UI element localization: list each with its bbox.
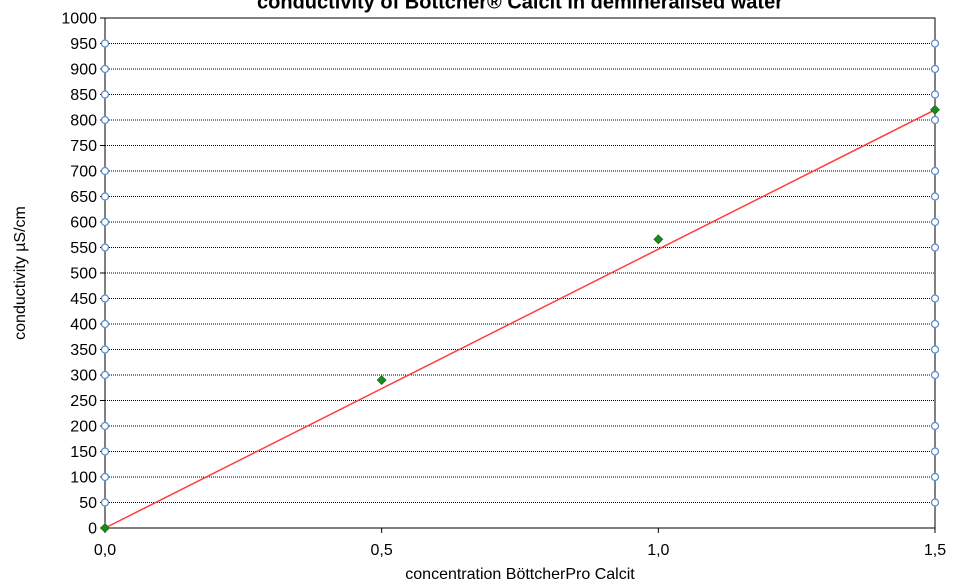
- edge-marker: [100, 192, 110, 201]
- edge-marker: [100, 166, 110, 176]
- grid-layer: [105, 43, 935, 503]
- edge-marker: [930, 498, 940, 507]
- y-tick-label: 350: [70, 342, 97, 359]
- edge-marker: [930, 192, 940, 201]
- y-tick-label: 50: [79, 495, 97, 512]
- edge-marker: [100, 345, 110, 354]
- y-tick-label: 450: [70, 291, 97, 308]
- data-point: [376, 375, 387, 386]
- edge-marker: [100, 421, 110, 431]
- y-tick-label: 750: [70, 138, 97, 155]
- x-tick-label: 0,0: [94, 542, 116, 559]
- trend-layer: [104, 109, 936, 529]
- edge-marker: [100, 294, 110, 303]
- edge-marker: [100, 115, 110, 125]
- edge-marker: [930, 90, 940, 99]
- y-tick-label: 250: [70, 393, 97, 410]
- y-tick-label: 300: [70, 368, 97, 385]
- edge-marker: [930, 217, 940, 227]
- y-tick-label: 400: [70, 317, 97, 334]
- y-tick-label: 950: [70, 36, 97, 53]
- y-axis-label: conductivity µS/cm: [12, 206, 29, 340]
- edge-marker: [930, 345, 940, 354]
- chart-title: conductivity of Böttcher® Calcit in demi…: [257, 0, 783, 13]
- y-tick-label: 700: [70, 164, 97, 181]
- edge-marker: [930, 166, 940, 176]
- x-tick-label: 1,5: [924, 542, 946, 559]
- x-axis-label: concentration BöttcherPro Calcit: [405, 566, 635, 583]
- y-tick-label: 650: [70, 189, 97, 206]
- edge-marker: [930, 447, 940, 456]
- y-tick-label: 850: [70, 87, 97, 104]
- y-tick-label: 550: [70, 240, 97, 257]
- edge-marker: [930, 115, 940, 125]
- edge-marker: [100, 472, 110, 482]
- edge-marker: [100, 217, 110, 227]
- edge-marker: [100, 90, 110, 99]
- trendline: [104, 109, 936, 529]
- y-tick-label: 0: [88, 521, 97, 538]
- y-tick-label: 1000: [61, 11, 97, 28]
- edge-marker: [930, 319, 940, 329]
- edge-marker: [930, 243, 940, 252]
- edge-markers: [100, 39, 940, 507]
- edge-marker: [100, 370, 110, 380]
- data-points: [100, 104, 940, 533]
- y-tick-label: 150: [70, 444, 97, 461]
- y-tick-label: 200: [70, 419, 97, 436]
- y-tick-label: 900: [70, 62, 97, 79]
- x-tick-label: 0,5: [371, 542, 393, 559]
- edge-marker: [100, 39, 110, 48]
- edge-marker: [100, 243, 110, 252]
- edge-marker: [930, 472, 940, 482]
- edge-marker: [930, 370, 940, 380]
- y-tick-label: 800: [70, 113, 97, 130]
- data-point: [100, 523, 110, 533]
- edge-marker: [100, 447, 110, 456]
- data-point: [653, 234, 664, 245]
- x-tick-label: 1,0: [647, 542, 669, 559]
- edge-marker: [100, 64, 110, 74]
- edge-marker: [100, 319, 110, 329]
- ticks-layer: 0 50 100 150 200 250 300 350 400 450 500 550 600 650 7…: [61, 11, 946, 560]
- y-tick-label: 500: [70, 266, 97, 283]
- edge-marker: [930, 64, 940, 74]
- edge-marker: [930, 294, 940, 303]
- edge-marker: [930, 421, 940, 431]
- y-tick-label: 600: [70, 215, 97, 232]
- edge-marker: [930, 39, 940, 48]
- data-point: [930, 104, 940, 115]
- y-tick-label: 100: [70, 470, 97, 487]
- edge-marker: [100, 498, 110, 507]
